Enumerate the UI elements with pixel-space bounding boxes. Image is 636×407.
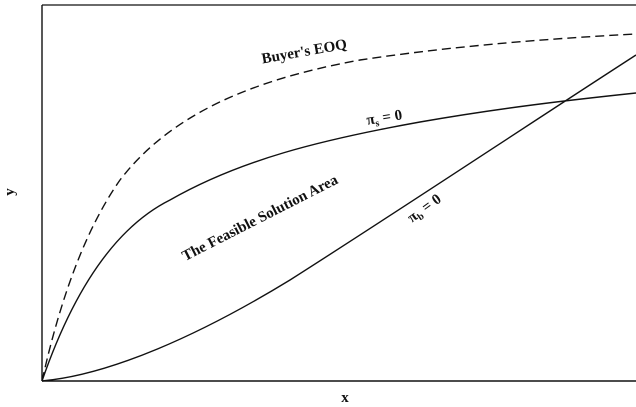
pi-b-curve bbox=[41, 54, 636, 382]
pi-symbol: π bbox=[365, 112, 376, 129]
buyers-eoq-curve bbox=[41, 33, 636, 382]
region-label: The Feasible Solution Area bbox=[180, 172, 342, 265]
pi-rest: = 0 bbox=[381, 107, 403, 126]
x-label: x bbox=[341, 390, 349, 406]
pi-rest: = 0 bbox=[419, 191, 444, 216]
pi-s-label: πs= 0 bbox=[365, 107, 403, 130]
pi-s-curve bbox=[41, 92, 636, 382]
pi-b-label: πb= 0 bbox=[405, 191, 446, 228]
pi-subscript: s bbox=[375, 118, 381, 129]
pi-subscript: b bbox=[416, 211, 427, 223]
y-label: y bbox=[2, 188, 18, 196]
buyers-eoq-label: Buyer's EOQ bbox=[260, 37, 348, 68]
